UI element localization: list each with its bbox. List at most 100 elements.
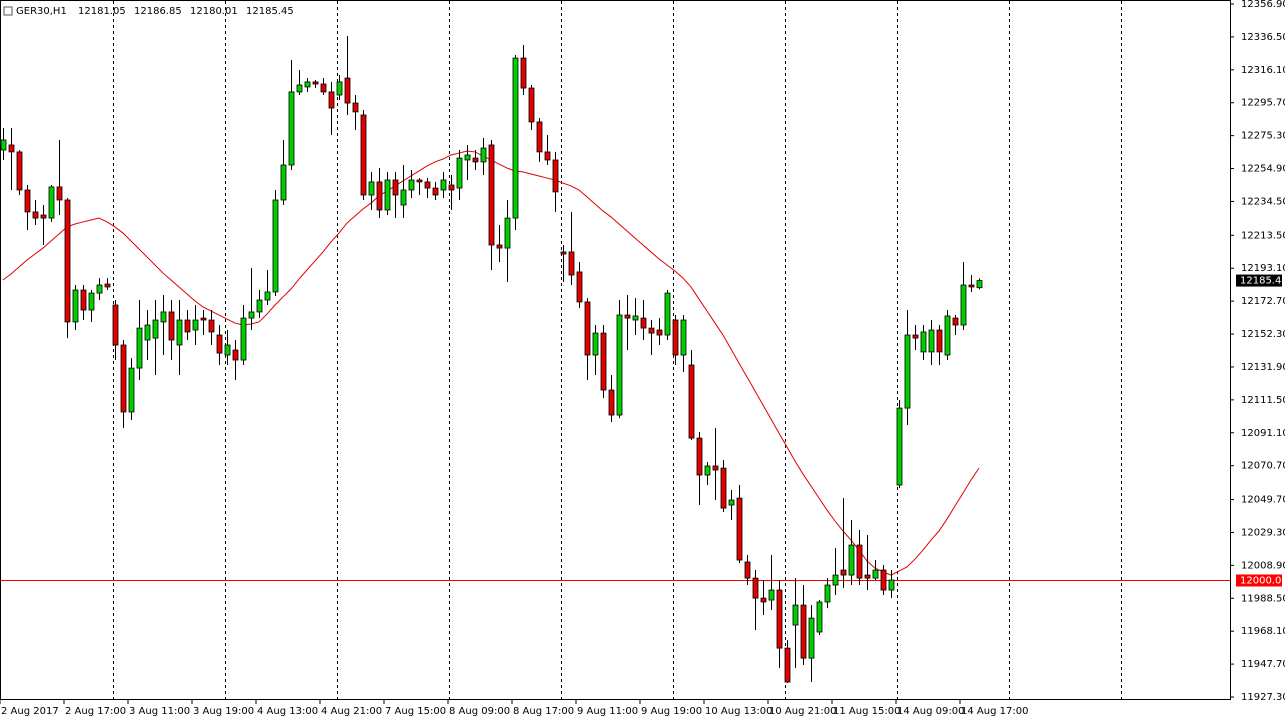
candle-body <box>56 186 63 201</box>
y-tick-label: 12356.90 <box>1241 0 1285 10</box>
header-low: 12180.01 <box>190 6 238 17</box>
x-tick-label: 9 Aug 19:00 <box>641 706 702 717</box>
candle-body <box>824 584 831 603</box>
candle-body <box>248 311 255 319</box>
plot-frame <box>0 0 1231 700</box>
candle-body <box>368 181 375 196</box>
price-label: 12185.45 <box>1240 276 1285 287</box>
candle-body <box>136 327 143 369</box>
candle-body <box>696 437 703 476</box>
candle-body <box>296 84 303 93</box>
y-tick-label: 12091.10 <box>1241 428 1285 439</box>
candle-body <box>208 319 215 333</box>
candle-body <box>72 289 79 323</box>
candle-body <box>0 139 7 151</box>
candle-body <box>848 544 855 576</box>
candle-body <box>544 151 551 161</box>
x-tick-label: 3 Aug 19:00 <box>193 706 254 717</box>
candle-body <box>592 332 599 356</box>
candle-body <box>480 147 487 163</box>
level-label: 12000.00 <box>1240 576 1285 587</box>
candle-body <box>496 244 503 249</box>
candle-body <box>680 319 687 356</box>
candle-body <box>640 317 647 329</box>
candle-body <box>944 315 951 356</box>
candle-body <box>672 319 679 356</box>
candle-body <box>216 334 223 354</box>
candle-body <box>440 179 447 191</box>
candle-body <box>952 317 959 326</box>
candle-body <box>8 144 15 153</box>
y-tick-label: 12193.10 <box>1241 263 1285 274</box>
candle-body <box>832 574 839 586</box>
y-tick-label: 12029.30 <box>1241 527 1285 538</box>
candle-body <box>152 319 159 339</box>
candle-body <box>912 334 919 339</box>
candle-body <box>616 314 623 416</box>
candle-body <box>256 299 263 313</box>
candle-body <box>240 317 247 361</box>
candle-body <box>568 251 575 276</box>
candle-body <box>48 186 55 219</box>
candle-body <box>280 164 287 201</box>
candle-body <box>328 91 335 109</box>
candle-body <box>432 187 439 196</box>
candle-body <box>320 83 327 93</box>
candle-body <box>920 331 927 353</box>
candle-body <box>904 334 911 409</box>
candle-body <box>928 329 935 353</box>
candle-body <box>464 154 471 161</box>
candle-body <box>856 544 863 579</box>
candle-body <box>184 319 191 333</box>
x-tick-label: 11 Aug 15:00 <box>833 706 900 717</box>
x-tick-label: 4 Aug 21:00 <box>321 706 382 717</box>
candle-body <box>656 329 663 336</box>
header-high: 12186.85 <box>134 6 182 17</box>
candle-body <box>120 344 127 413</box>
candle-body <box>264 291 271 301</box>
x-tick-label: 10 Aug 13:00 <box>705 706 772 717</box>
candle-body <box>224 344 231 356</box>
candle-body <box>408 179 415 191</box>
candle-body <box>768 589 775 601</box>
candle-body <box>288 91 295 166</box>
candle-body <box>688 364 695 439</box>
candle-body <box>232 349 239 361</box>
candle-body <box>632 315 639 321</box>
x-tick-label: 14 Aug 09:00 <box>897 706 964 717</box>
x-tick-label: 2 Aug 2017 <box>1 706 59 717</box>
y-tick-label: 12172.70 <box>1241 296 1285 307</box>
candle-body <box>400 189 407 206</box>
level-tag <box>1236 574 1282 587</box>
candle-body <box>968 284 975 288</box>
y-tick-label: 12336.50 <box>1241 32 1285 43</box>
x-tick-label: 8 Aug 09:00 <box>449 706 510 717</box>
candle-body <box>600 332 607 391</box>
candle-body <box>88 292 95 311</box>
y-tick-label: 12234.50 <box>1241 196 1285 207</box>
candle-body <box>488 144 495 246</box>
x-tick-label: 8 Aug 17:00 <box>513 706 574 717</box>
y-tick-label: 12049.70 <box>1241 495 1285 506</box>
candle-body <box>512 57 519 219</box>
candle-body <box>752 577 759 599</box>
candle-body <box>144 324 151 341</box>
candle-body <box>80 289 87 311</box>
candle-body <box>344 77 351 104</box>
x-tick-label: 10 Aug 21:00 <box>769 706 836 717</box>
candle-body <box>608 389 615 416</box>
candle-body <box>936 329 943 353</box>
candle-body <box>376 181 383 211</box>
y-tick-label: 12131.90 <box>1241 362 1285 373</box>
y-tick-label: 12070.70 <box>1241 461 1285 472</box>
y-tick-label: 12316.10 <box>1241 65 1285 76</box>
candle-body <box>176 319 183 346</box>
candle-body <box>96 284 103 294</box>
candle-body <box>864 574 871 579</box>
candle-body <box>728 499 735 506</box>
y-tick-label: 11988.50 <box>1241 593 1285 604</box>
candle-body <box>792 604 799 626</box>
candle-body <box>200 317 207 321</box>
candle-body <box>816 601 823 633</box>
